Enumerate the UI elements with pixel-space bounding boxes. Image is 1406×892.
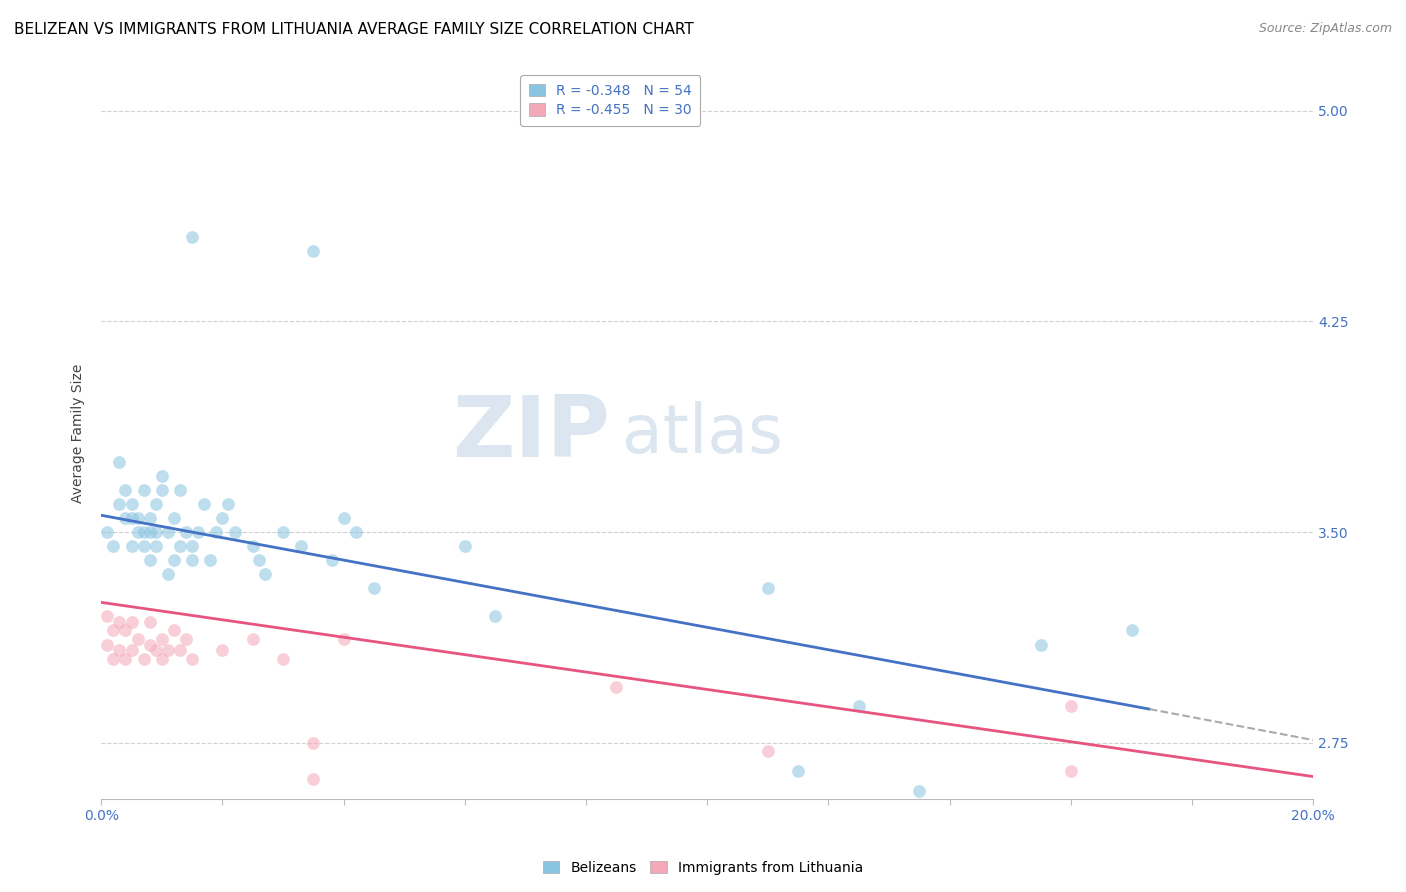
Point [145,643,167,657]
Point [145,539,167,553]
Point [253,567,276,582]
Point [242,539,264,553]
Point [103,624,125,638]
Point [169,539,191,553]
Point [271,651,294,665]
Point [290,539,312,553]
Point [344,525,367,540]
Point [211,643,233,657]
Point [108,615,131,629]
Point [121,643,143,657]
Point [127,525,149,540]
Point [145,497,167,511]
Point [132,651,155,665]
Point [218,497,240,511]
Point [138,553,160,567]
Point [156,525,179,540]
Point [169,483,191,497]
Point [114,651,136,665]
Point [108,455,131,469]
Y-axis label: Average Family Size: Average Family Size [72,364,86,503]
Point [181,539,204,553]
Point [211,511,233,525]
Point [454,539,477,553]
Point [145,525,167,540]
Point [756,582,779,596]
Point [187,525,209,540]
Point [1060,764,1083,778]
Point [96,638,118,652]
Point [1029,638,1052,652]
Point [114,511,136,525]
Point [224,525,246,540]
Point [163,553,186,567]
Point [332,511,354,525]
Legend: R = -0.348   N = 54, R = -0.455   N = 30: R = -0.348 N = 54, R = -0.455 N = 30 [520,76,700,126]
Point [181,651,204,665]
Point [156,567,179,582]
Point [96,609,118,624]
Point [174,632,197,646]
Legend: Belizeans, Immigrants from Lithuania: Belizeans, Immigrants from Lithuania [537,855,869,880]
Point [302,244,325,259]
Point [121,615,143,629]
Point [332,632,354,646]
Point [169,643,191,657]
Point [908,783,931,797]
Point [271,525,294,540]
Point [138,511,160,525]
Point [363,582,385,596]
Point [150,651,173,665]
Text: ZIP: ZIP [453,392,610,475]
Point [96,525,118,540]
Point [127,511,149,525]
Point [138,638,160,652]
Point [181,553,204,567]
Point [127,632,149,646]
Text: BELIZEAN VS IMMIGRANTS FROM LITHUANIA AVERAGE FAMILY SIZE CORRELATION CHART: BELIZEAN VS IMMIGRANTS FROM LITHUANIA AV… [14,22,693,37]
Point [163,624,186,638]
Point [205,525,228,540]
Point [1121,624,1143,638]
Point [756,744,779,758]
Point [787,764,810,778]
Point [156,643,179,657]
Point [193,497,215,511]
Point [150,469,173,483]
Point [132,539,155,553]
Point [1060,699,1083,714]
Point [242,632,264,646]
Point [200,553,222,567]
Text: Source: ZipAtlas.com: Source: ZipAtlas.com [1258,22,1392,36]
Point [302,772,325,787]
Text: atlas: atlas [623,401,783,467]
Point [163,511,186,525]
Point [138,615,160,629]
Point [848,699,870,714]
Point [121,539,143,553]
Point [138,525,160,540]
Point [302,736,325,750]
Point [108,643,131,657]
Point [605,680,627,694]
Point [174,525,197,540]
Point [321,553,343,567]
Point [108,497,131,511]
Point [181,230,204,244]
Point [103,539,125,553]
Point [247,553,270,567]
Point [132,525,155,540]
Point [484,609,506,624]
Point [114,624,136,638]
Point [114,483,136,497]
Point [150,632,173,646]
Point [150,483,173,497]
Point [132,483,155,497]
Point [121,511,143,525]
Point [121,497,143,511]
Point [103,651,125,665]
